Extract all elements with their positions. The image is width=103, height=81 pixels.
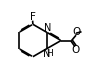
Text: O: O [72, 27, 80, 37]
Text: N: N [44, 23, 51, 33]
Text: H: H [46, 49, 53, 58]
Text: N: N [43, 49, 50, 59]
Text: O: O [72, 45, 80, 55]
Text: F: F [30, 12, 35, 22]
